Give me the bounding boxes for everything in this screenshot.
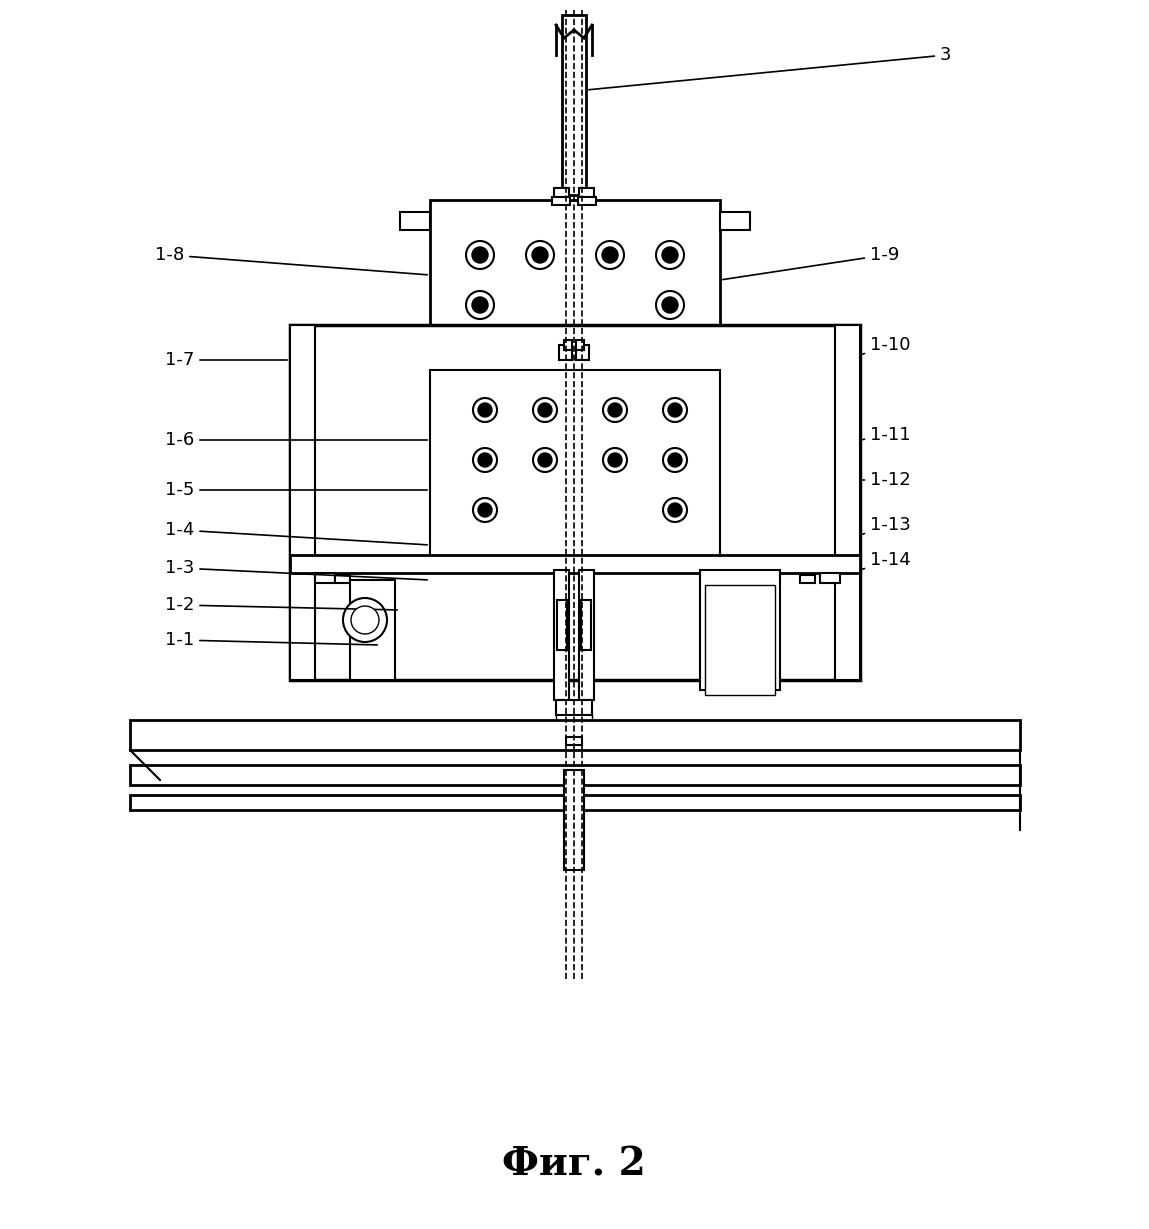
Circle shape — [344, 599, 387, 642]
FancyBboxPatch shape — [581, 600, 591, 650]
Circle shape — [603, 449, 627, 472]
Text: 1-5: 1-5 — [165, 481, 427, 499]
FancyBboxPatch shape — [556, 701, 592, 715]
FancyBboxPatch shape — [705, 585, 774, 696]
Circle shape — [532, 247, 548, 263]
Circle shape — [668, 503, 683, 517]
Circle shape — [538, 454, 552, 467]
Circle shape — [466, 241, 494, 269]
Circle shape — [473, 449, 498, 472]
FancyBboxPatch shape — [554, 570, 569, 701]
FancyBboxPatch shape — [835, 324, 859, 680]
FancyBboxPatch shape — [700, 570, 780, 689]
FancyBboxPatch shape — [566, 737, 583, 745]
Circle shape — [668, 454, 683, 467]
FancyBboxPatch shape — [560, 345, 572, 360]
FancyBboxPatch shape — [350, 580, 395, 680]
FancyBboxPatch shape — [336, 575, 350, 583]
Text: 1-8: 1-8 — [155, 246, 427, 275]
Circle shape — [596, 241, 624, 269]
FancyBboxPatch shape — [578, 197, 596, 205]
Circle shape — [663, 398, 687, 422]
FancyBboxPatch shape — [400, 211, 430, 230]
FancyBboxPatch shape — [579, 570, 594, 701]
FancyBboxPatch shape — [554, 188, 569, 200]
FancyBboxPatch shape — [430, 370, 720, 570]
FancyBboxPatch shape — [562, 15, 586, 195]
FancyBboxPatch shape — [290, 324, 859, 680]
Text: 1-11: 1-11 — [863, 426, 911, 444]
FancyBboxPatch shape — [720, 211, 750, 230]
FancyBboxPatch shape — [130, 795, 1020, 810]
Circle shape — [603, 398, 627, 422]
Text: 1-14: 1-14 — [863, 551, 911, 569]
Circle shape — [473, 498, 498, 522]
Circle shape — [662, 247, 678, 263]
Text: 1-10: 1-10 — [863, 336, 910, 354]
Circle shape — [533, 449, 557, 472]
Circle shape — [533, 398, 557, 422]
FancyBboxPatch shape — [552, 197, 570, 205]
Circle shape — [538, 403, 552, 417]
Circle shape — [663, 449, 687, 472]
FancyBboxPatch shape — [564, 771, 584, 870]
FancyBboxPatch shape — [290, 324, 315, 680]
Text: 1-4: 1-4 — [165, 521, 427, 544]
Circle shape — [472, 297, 488, 313]
Text: 1-6: 1-6 — [165, 431, 427, 449]
Circle shape — [478, 503, 492, 517]
FancyBboxPatch shape — [290, 556, 859, 573]
FancyBboxPatch shape — [130, 720, 1020, 750]
Circle shape — [608, 403, 622, 417]
Text: Фиг. 2: Фиг. 2 — [502, 1145, 646, 1184]
FancyBboxPatch shape — [576, 345, 589, 360]
FancyBboxPatch shape — [576, 340, 584, 350]
Text: 1-3: 1-3 — [165, 559, 427, 580]
FancyBboxPatch shape — [800, 575, 815, 583]
Text: 1-1: 1-1 — [165, 630, 377, 649]
FancyBboxPatch shape — [430, 200, 720, 355]
Circle shape — [668, 403, 683, 417]
FancyBboxPatch shape — [315, 573, 336, 583]
Circle shape — [472, 247, 488, 263]
Circle shape — [350, 606, 379, 634]
Circle shape — [662, 297, 678, 313]
Text: 1-7: 1-7 — [165, 351, 287, 369]
Text: 1-9: 1-9 — [723, 246, 900, 279]
Text: 1-12: 1-12 — [863, 471, 911, 489]
Text: 1-13: 1-13 — [863, 516, 911, 535]
Circle shape — [656, 241, 684, 269]
Text: 3: 3 — [588, 45, 951, 90]
FancyBboxPatch shape — [130, 764, 1020, 785]
Text: 1-2: 1-2 — [165, 596, 398, 614]
FancyBboxPatch shape — [564, 340, 572, 350]
Circle shape — [663, 498, 687, 522]
Circle shape — [478, 403, 492, 417]
Circle shape — [466, 291, 494, 320]
Circle shape — [473, 398, 498, 422]
FancyBboxPatch shape — [820, 573, 840, 583]
Circle shape — [526, 241, 554, 269]
Circle shape — [608, 454, 622, 467]
FancyBboxPatch shape — [557, 600, 566, 650]
Circle shape — [602, 247, 618, 263]
Circle shape — [656, 291, 684, 320]
FancyBboxPatch shape — [579, 188, 594, 200]
Circle shape — [478, 454, 492, 467]
